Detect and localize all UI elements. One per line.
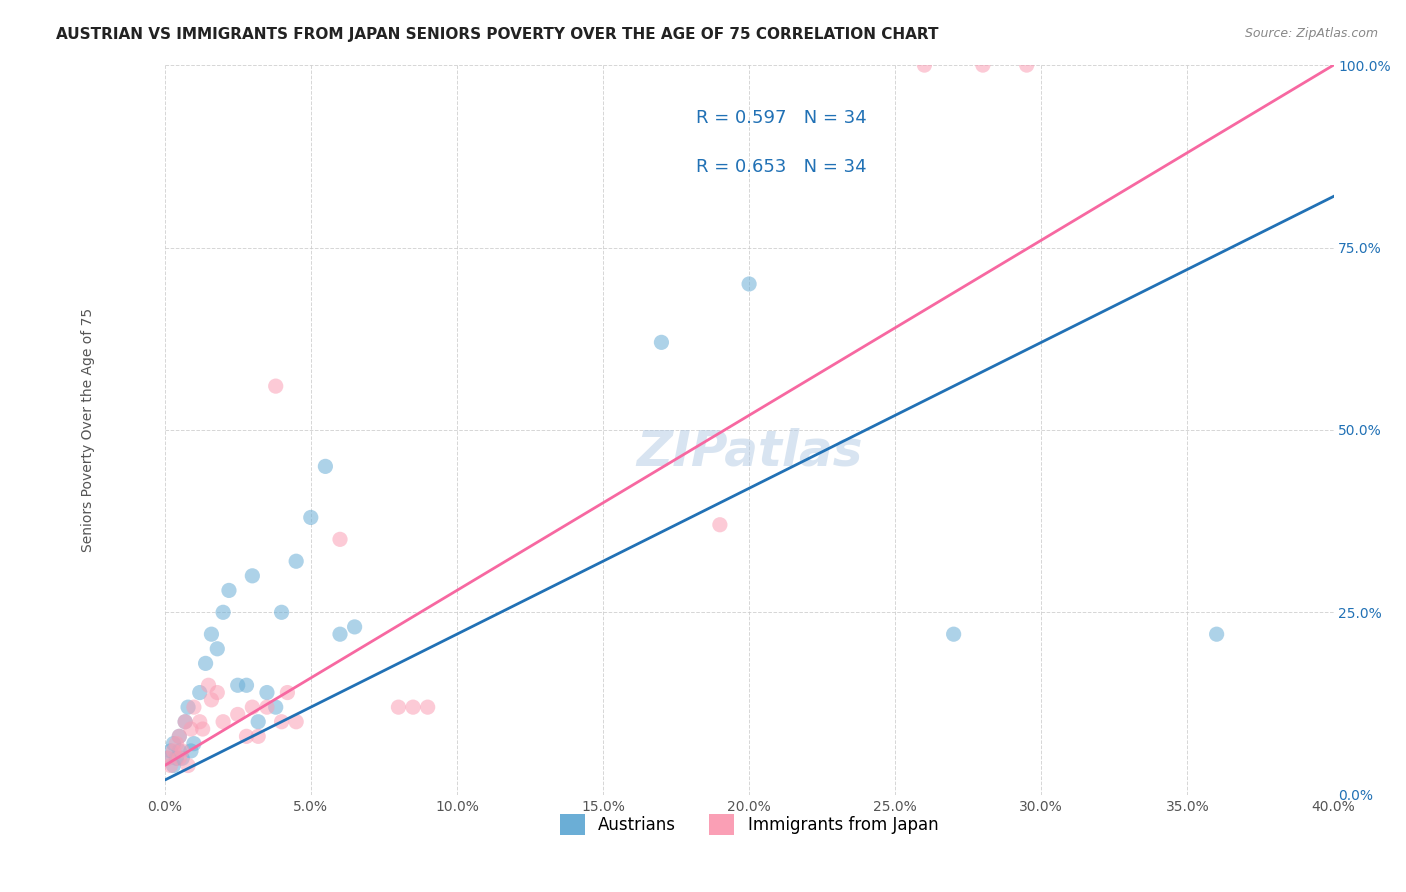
- Point: [174, 714, 197, 729]
- Point: [169, 744, 191, 758]
- Point: [218, 583, 240, 598]
- Point: [343, 620, 366, 634]
- Point: [162, 744, 184, 758]
- Point: [270, 605, 292, 619]
- Point: [235, 678, 257, 692]
- Point: [200, 627, 222, 641]
- Point: [197, 678, 219, 692]
- Point: [738, 277, 761, 291]
- Point: [200, 693, 222, 707]
- Point: [226, 707, 249, 722]
- Point: [387, 700, 409, 714]
- Point: [416, 700, 439, 714]
- Point: [156, 751, 179, 765]
- Point: [912, 58, 935, 72]
- Point: [650, 335, 672, 350]
- Point: [256, 685, 278, 699]
- Point: [329, 627, 352, 641]
- Point: [212, 714, 235, 729]
- Point: [180, 744, 202, 758]
- Point: [329, 533, 352, 547]
- Point: [942, 627, 965, 641]
- Point: [285, 714, 308, 729]
- Point: [174, 714, 197, 729]
- Point: [709, 517, 731, 532]
- Point: [162, 758, 184, 772]
- Point: [169, 751, 191, 765]
- Y-axis label: Seniors Poverty Over the Age of 75: Seniors Poverty Over the Age of 75: [80, 308, 94, 552]
- Point: [172, 751, 194, 765]
- Point: [169, 729, 191, 743]
- Point: [1205, 627, 1227, 641]
- Legend: Austrians, Immigrants from Japan: Austrians, Immigrants from Japan: [550, 805, 949, 845]
- Point: [159, 744, 181, 758]
- Point: [180, 722, 202, 736]
- Point: [183, 700, 205, 714]
- Point: [188, 685, 211, 699]
- Point: [276, 685, 298, 699]
- Point: [156, 751, 179, 765]
- Point: [191, 722, 214, 736]
- Point: [256, 700, 278, 714]
- Text: Source: ZipAtlas.com: Source: ZipAtlas.com: [1244, 27, 1378, 40]
- Point: [972, 58, 994, 72]
- Point: [212, 605, 235, 619]
- Point: [194, 657, 217, 671]
- Point: [402, 700, 425, 714]
- Point: [247, 714, 270, 729]
- Point: [235, 729, 257, 743]
- Point: [264, 379, 287, 393]
- Text: R = 0.597   N = 34: R = 0.597 N = 34: [696, 110, 868, 128]
- Point: [314, 459, 336, 474]
- Point: [264, 700, 287, 714]
- Point: [1015, 58, 1038, 72]
- Point: [183, 737, 205, 751]
- Point: [177, 700, 200, 714]
- Point: [226, 678, 249, 692]
- Point: [207, 685, 229, 699]
- Point: [247, 729, 270, 743]
- Point: [165, 737, 187, 751]
- Point: [240, 569, 263, 583]
- Point: [162, 737, 184, 751]
- Text: AUSTRIAN VS IMMIGRANTS FROM JAPAN SENIORS POVERTY OVER THE AGE OF 75 CORRELATION: AUSTRIAN VS IMMIGRANTS FROM JAPAN SENIOR…: [56, 27, 939, 42]
- Point: [165, 751, 187, 765]
- Point: [285, 554, 308, 568]
- Point: [169, 729, 191, 743]
- Point: [299, 510, 322, 524]
- Text: R = 0.653   N = 34: R = 0.653 N = 34: [696, 158, 868, 177]
- Point: [240, 700, 263, 714]
- Point: [177, 758, 200, 772]
- Point: [207, 641, 229, 656]
- Text: ZIPatlas: ZIPatlas: [636, 428, 862, 475]
- Point: [270, 714, 292, 729]
- Point: [159, 758, 181, 772]
- Point: [172, 744, 194, 758]
- Point: [188, 714, 211, 729]
